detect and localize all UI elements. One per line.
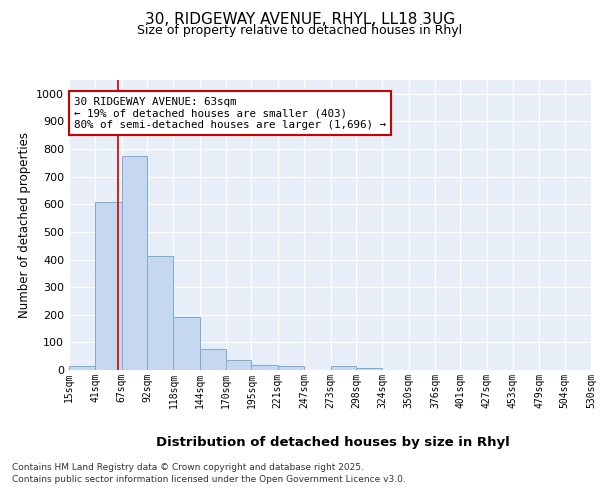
Bar (122, 156, 147, 370)
Bar (200, 348, 226, 370)
Text: Contains HM Land Registry data © Crown copyright and database right 2025.: Contains HM Land Registry data © Crown c… (12, 464, 364, 472)
Bar (226, 360, 251, 370)
Bar (69, 366, 95, 370)
Bar (147, 256, 173, 370)
Text: Distribution of detached houses by size in Rhyl: Distribution of detached houses by size … (156, 436, 510, 449)
Y-axis label: Number of detached properties: Number of detached properties (17, 132, 31, 318)
Text: 30, RIDGEWAY AVENUE, RHYL, LL18 3UG: 30, RIDGEWAY AVENUE, RHYL, LL18 3UG (145, 12, 455, 28)
Bar (173, 317, 200, 370)
Bar (356, 368, 382, 370)
Text: Contains public sector information licensed under the Open Government Licence v3: Contains public sector information licen… (12, 475, 406, 484)
Text: Size of property relative to detached houses in Rhyl: Size of property relative to detached ho… (137, 24, 463, 37)
Bar (278, 366, 304, 370)
Text: 30 RIDGEWAY AVENUE: 63sqm
← 19% of detached houses are smaller (403)
80% of semi: 30 RIDGEWAY AVENUE: 63sqm ← 19% of detac… (74, 96, 386, 130)
Bar (251, 365, 278, 370)
Bar (331, 366, 356, 370)
Bar (95, 202, 122, 370)
